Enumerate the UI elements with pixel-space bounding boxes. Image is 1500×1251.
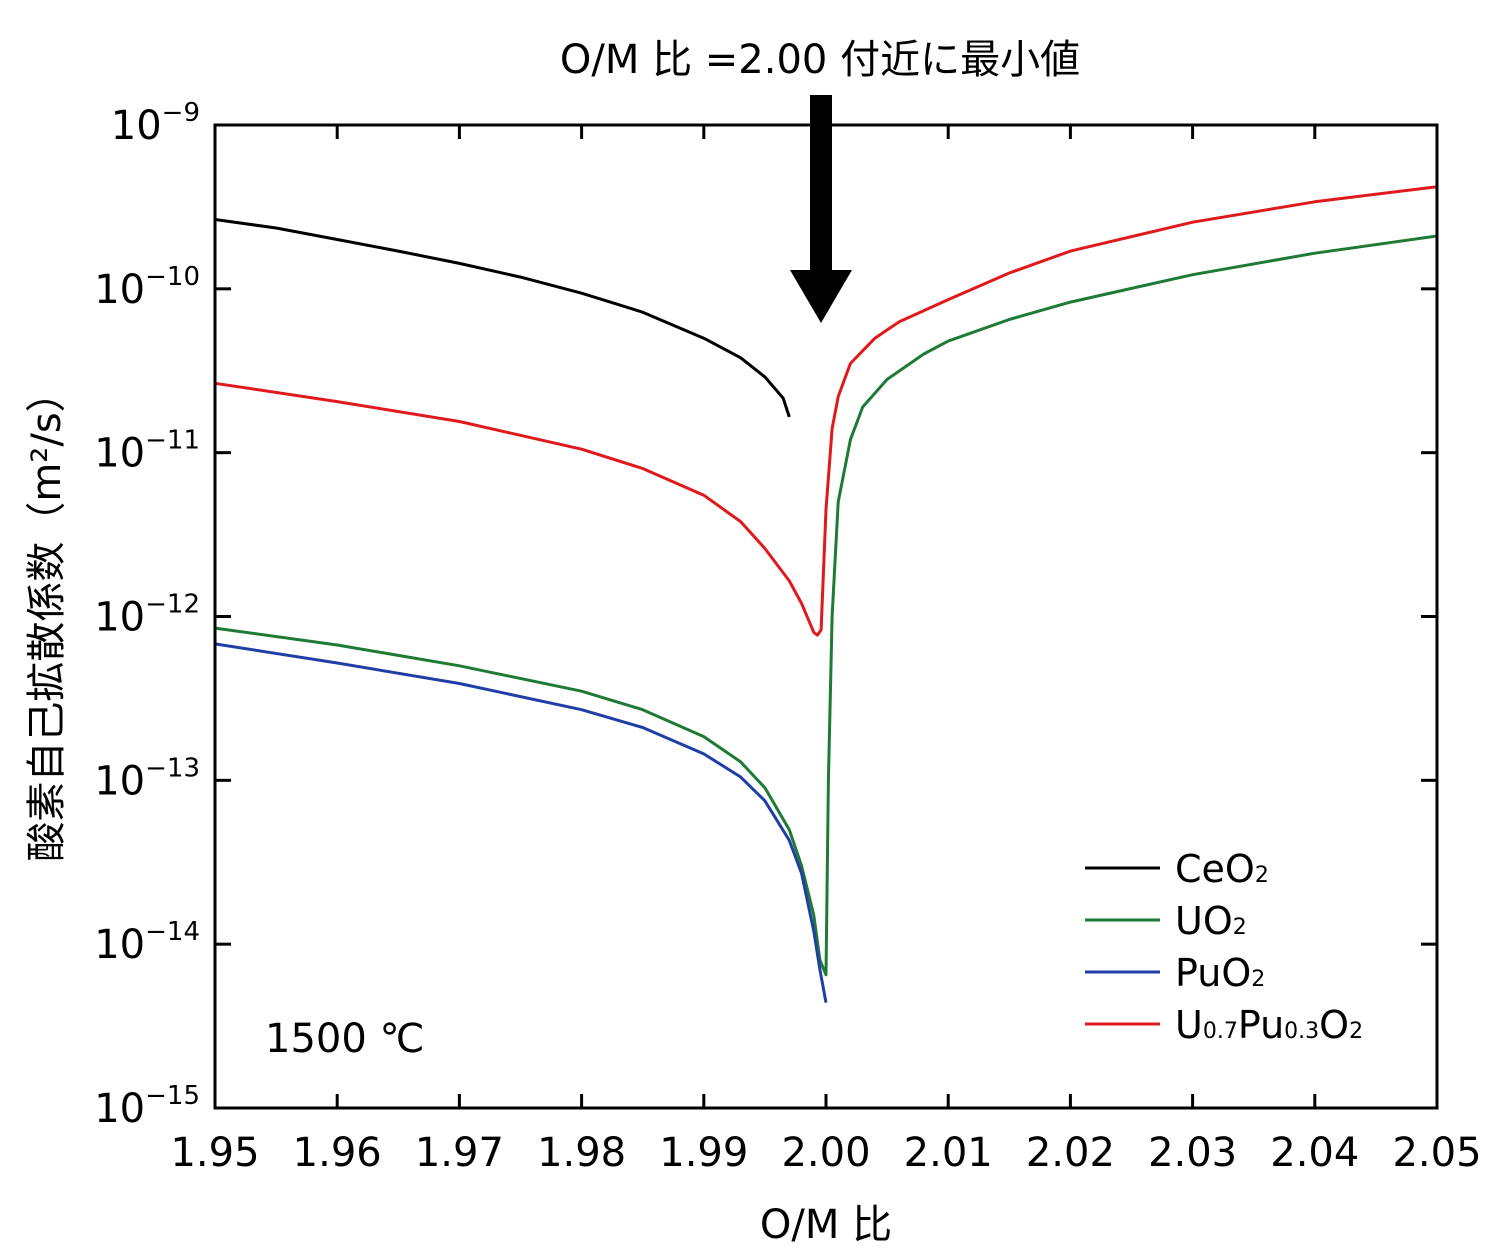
series-line-0 <box>214 218 791 418</box>
legend-label: U0.7Pu0.3O2 <box>1175 1003 1363 1047</box>
x-tick-label: 2.03 <box>1148 1130 1237 1176</box>
x-tick-labels: 1.95 1.96 1.97 1.98 1.99 2.00 2.01 2.02 2.03 2.04… <box>170 1130 1481 1176</box>
x-tick-label: 1.99 <box>659 1130 748 1176</box>
y-tick-label: 10−14 <box>94 917 200 968</box>
legend-label: PuO2 <box>1175 951 1265 995</box>
y-axis-title: 酸素自己拡散係数（m²/s） <box>24 372 70 861</box>
chart-title: O/M 比 =2.00 付近に最小値 <box>560 37 1080 83</box>
y-tick-label: 10−11 <box>94 426 200 477</box>
legend-label: CeO2 <box>1175 847 1269 891</box>
x-tick-label: 1.97 <box>415 1130 504 1176</box>
x-tick-label: 1.98 <box>537 1130 626 1176</box>
x-tick-label: 1.96 <box>293 1130 382 1176</box>
y-tick-label: 10−12 <box>94 590 200 641</box>
x-tick-label: 2.01 <box>904 1130 993 1176</box>
x-tick-label: 2.04 <box>1270 1130 1359 1176</box>
temperature-annotation: 1500 ℃ <box>265 1016 424 1062</box>
y-tick-label: 10−9 <box>111 98 200 149</box>
x-tick-label: 2.05 <box>1392 1130 1481 1176</box>
plot-series <box>214 185 1438 1003</box>
arrow-indicator <box>790 95 852 323</box>
y-tick-label: 10−10 <box>94 262 200 313</box>
series-line-3 <box>214 185 1438 637</box>
x-tick-label: 1.95 <box>170 1130 259 1176</box>
series-line-1 <box>214 234 1438 977</box>
axis-ticks <box>213 123 1439 1110</box>
legend: CeO2 UO2 PuO2 U0.7Pu0.3O2 <box>1085 847 1363 1047</box>
x-tick-label: 2.02 <box>1026 1130 1115 1176</box>
arrow-shaft <box>810 95 832 273</box>
arrow-head <box>790 270 852 323</box>
x-axis-title: O/M 比 <box>760 1202 892 1248</box>
x-tick-label: 2.00 <box>781 1130 870 1176</box>
y-tick-labels: 10−9 10−10 10−11 10−12 10−13 10−14 10−15 <box>94 98 200 1132</box>
series-line-2 <box>214 642 828 1003</box>
y-tick-label: 10−15 <box>94 1081 200 1132</box>
y-tick-label: 10−13 <box>94 753 200 804</box>
legend-label: UO2 <box>1175 899 1247 943</box>
